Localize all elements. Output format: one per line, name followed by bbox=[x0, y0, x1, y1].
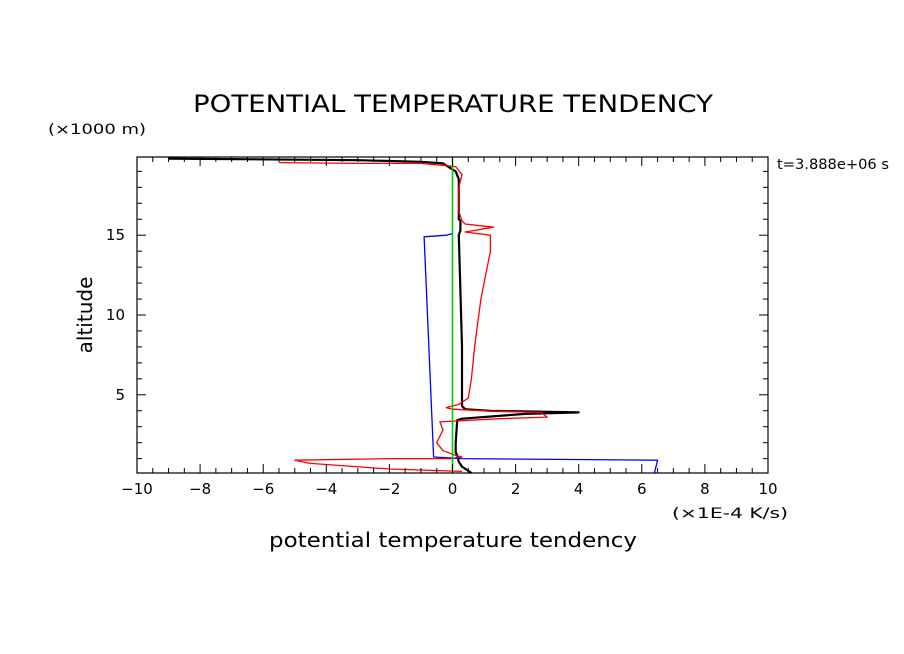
x-tick-label: −4 bbox=[315, 480, 337, 498]
x-tick-label: 2 bbox=[511, 480, 521, 498]
x-tick-label: 6 bbox=[637, 480, 647, 498]
time-label: t=3.888e+06 s bbox=[777, 157, 889, 173]
chart-title: POTENTIAL TEMPERATURE TENDENCY bbox=[193, 90, 713, 118]
x-tick-label: −8 bbox=[189, 480, 211, 498]
series-line-0 bbox=[168, 157, 580, 474]
x-unit-label: (×1E-4 K/s) bbox=[672, 506, 788, 522]
x-tick-label: −6 bbox=[252, 480, 274, 498]
x-tick-label: −10 bbox=[121, 480, 153, 498]
x-axis-label: potential temperature tendency bbox=[269, 528, 637, 552]
axes: −10 −8 −6 −4 −2 0 2 4 6 8 10 5 10 15 bbox=[106, 156, 778, 498]
y-tick-label: 15 bbox=[106, 226, 125, 244]
y-unit-label: (×1000 m) bbox=[48, 122, 146, 138]
series-line-2 bbox=[423, 232, 659, 474]
x-tick-label: 0 bbox=[448, 480, 458, 498]
x-tick-label: 4 bbox=[574, 480, 584, 498]
x-tick-label: −2 bbox=[378, 480, 400, 498]
y-tick-label: 10 bbox=[106, 306, 125, 324]
y-axis-label: altitude bbox=[73, 277, 97, 354]
x-tick-label: 8 bbox=[700, 480, 710, 498]
y-tick-label: 5 bbox=[115, 386, 125, 404]
series-line-1 bbox=[278, 161, 548, 473]
x-tick-label: 10 bbox=[758, 480, 777, 498]
series-layer bbox=[168, 157, 659, 474]
